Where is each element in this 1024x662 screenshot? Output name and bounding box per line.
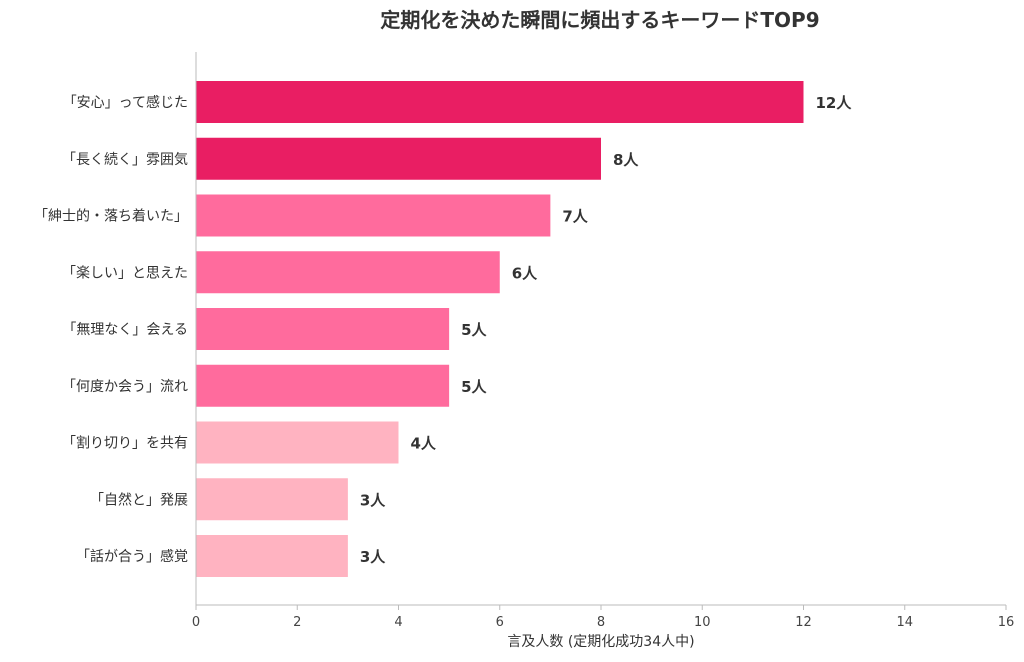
x-tick-label-10: 10 <box>694 615 711 630</box>
value-label-7: 4人 <box>411 435 437 453</box>
category-label-4: 「楽しい」と思えた <box>62 265 188 281</box>
x-tick-label-14: 14 <box>896 615 913 630</box>
category-label-2: 「長く続く」雰囲気 <box>62 151 188 168</box>
bar-1 <box>196 81 804 123</box>
chart-title: 定期化を決めた瞬間に頻出するキーワードTOP9 <box>380 8 819 32</box>
category-label-5: 「無理なく」会える <box>62 322 188 338</box>
bar-5 <box>196 308 450 350</box>
x-tick-label-16: 16 <box>998 615 1015 630</box>
category-label-7: 「割り切り」を共有 <box>62 435 188 452</box>
bar-7 <box>196 421 399 464</box>
category-labels: 「安心」って感じた「長く続く」雰囲気「紳士的・落ち着いた」「楽しい」と思えた「無… <box>34 94 188 565</box>
x-tick-label-2: 2 <box>293 615 301 630</box>
x-tick-label-12: 12 <box>795 615 812 630</box>
value-label-1: 12人 <box>816 94 853 112</box>
x-tick-label-6: 6 <box>496 615 504 630</box>
category-label-6: 「何度か会う」流れ <box>62 379 188 395</box>
value-labels: 12人 8人 7人 6人 5人 5人 4人 3人 3人 <box>360 94 852 566</box>
bar-4 <box>196 251 500 294</box>
x-tick-label-4: 4 <box>394 615 402 630</box>
bar-9 <box>196 535 348 577</box>
category-label-1: 「安心」って感じた <box>63 94 188 111</box>
value-label-5: 5人 <box>461 321 487 339</box>
category-label-3: 「紳士的・落ち着いた」 <box>34 209 188 225</box>
x-tick-label-0: 0 <box>192 615 200 630</box>
value-label-2: 8人 <box>613 151 639 169</box>
x-tick-label-8: 8 <box>597 615 605 630</box>
value-label-4: 6人 <box>512 264 538 282</box>
value-label-3: 7人 <box>562 208 588 226</box>
bar-6 <box>196 364 450 407</box>
category-label-8: 「自然と」発展 <box>90 491 188 508</box>
value-label-6: 5人 <box>461 378 487 396</box>
value-label-9: 3人 <box>360 548 386 566</box>
x-axis-label: 言及人数 (定期化成功34人中) <box>507 634 694 650</box>
value-label-8: 3人 <box>360 491 386 509</box>
x-axis-ticks: 0 2 4 6 8 10 12 14 16 <box>192 605 1014 630</box>
bar-2 <box>196 137 601 180</box>
bar-8 <box>196 478 348 521</box>
bars-layer <box>196 81 804 577</box>
bar-3 <box>196 194 551 237</box>
category-label-9: 「話が合う」感覚 <box>76 548 188 565</box>
